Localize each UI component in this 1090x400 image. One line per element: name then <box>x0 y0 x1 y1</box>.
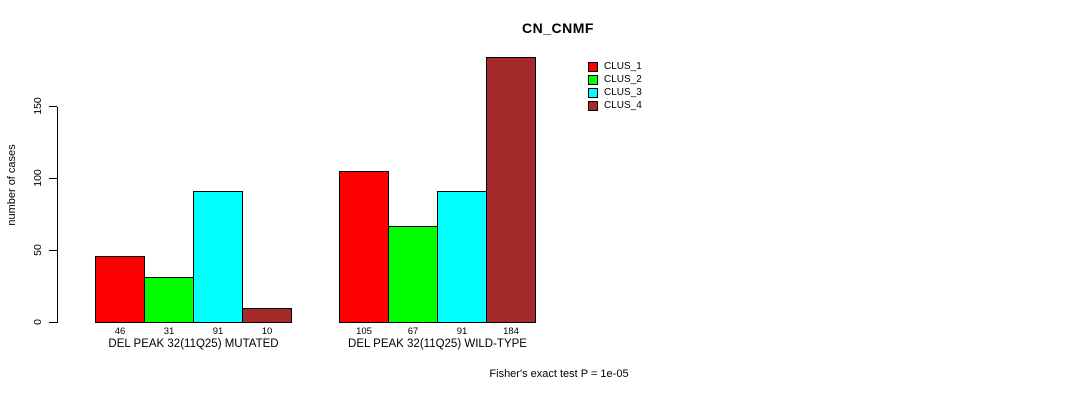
annotation: Fisher's exact test P = 1e-05 <box>489 368 629 380</box>
legend-swatch-icon <box>588 100 598 111</box>
legend-row-clus_1: CLUS_1 <box>588 60 642 73</box>
bar-value-label: 105 <box>356 326 372 337</box>
x-category-label: DEL PEAK 32(11Q25) MUTATED <box>108 338 279 350</box>
bar-clus_2-group2 <box>388 226 438 323</box>
y-axis-line <box>57 107 58 323</box>
legend-swatch-icon <box>588 74 598 85</box>
legend-label: CLUS_1 <box>604 61 642 72</box>
legend-label: CLUS_4 <box>604 100 642 111</box>
legend-label: CLUS_2 <box>604 74 642 85</box>
bar-clus_2-group1 <box>144 277 194 323</box>
y-axis-tick-label: 150 <box>32 97 44 115</box>
bar-clus_4-group1 <box>242 308 292 323</box>
chart-title: CN_CNMF <box>522 20 594 36</box>
bar-clus_4-group2 <box>486 57 536 323</box>
bar-value-label: 46 <box>114 326 126 337</box>
bar-clus_3-group2 <box>437 191 487 323</box>
legend-row-clus_2: CLUS_2 <box>588 73 642 86</box>
legend-swatch-icon <box>588 61 598 72</box>
x-category-label: DEL PEAK 32(11Q25) WILD-TYPE <box>348 338 527 350</box>
bar-clus_1-group2 <box>339 171 389 323</box>
legend-label: CLUS_3 <box>604 87 642 98</box>
legend-row-clus_4: CLUS_4 <box>588 99 642 112</box>
y-axis-tick-label: 50 <box>32 244 44 256</box>
y-axis-tick <box>49 249 57 251</box>
y-axis-tick <box>49 177 57 179</box>
y-axis-tick-label: 0 <box>32 319 44 325</box>
y-axis-label: number of cases <box>6 144 18 226</box>
y-axis-tick-label: 100 <box>32 169 44 187</box>
legend: CLUS_1 CLUS_2 CLUS_3 CLUS_4 <box>588 60 642 112</box>
bar-clus_1-group1 <box>95 256 145 323</box>
bar-value-label: 91 <box>212 326 224 337</box>
bar-value-label: 91 <box>456 326 468 337</box>
bar-value-label: 31 <box>163 326 175 337</box>
bar-value-label: 10 <box>261 326 273 337</box>
legend-row-clus_3: CLUS_3 <box>588 86 642 99</box>
legend-swatch-icon <box>588 87 598 98</box>
y-axis-tick <box>49 321 57 323</box>
bar-clus_3-group1 <box>193 191 243 323</box>
bar-value-label: 67 <box>407 326 419 337</box>
y-axis-tick <box>49 105 57 107</box>
bar-value-label: 184 <box>503 326 519 337</box>
